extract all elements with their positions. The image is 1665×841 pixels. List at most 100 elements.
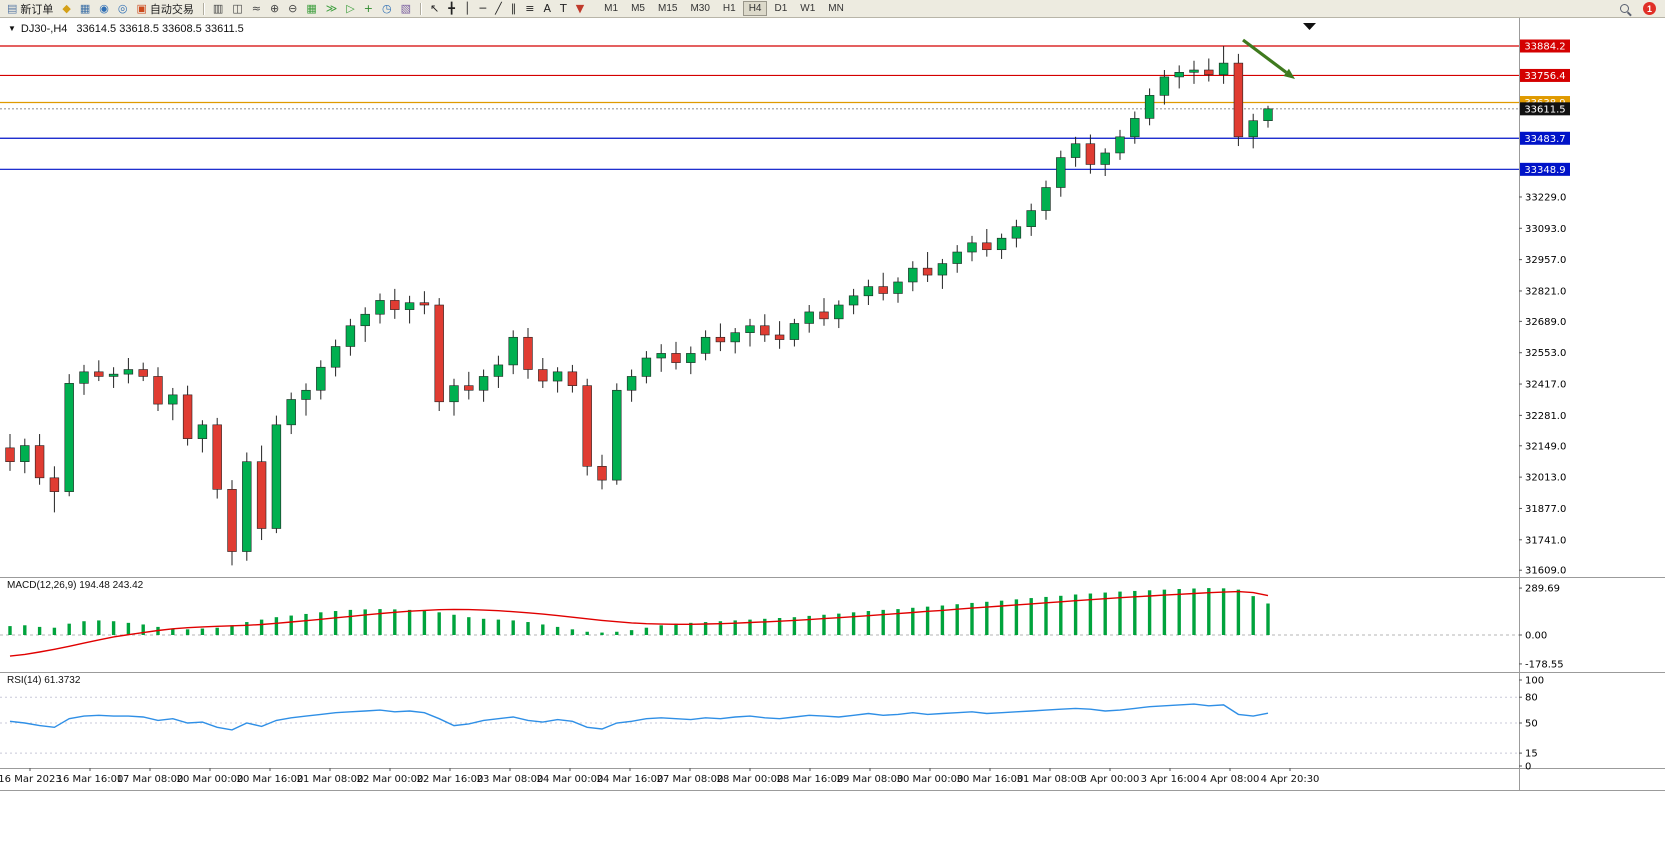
svg-text:20 Mar 16:00: 20 Mar 16:00: [237, 774, 304, 785]
arrows-button[interactable]: ▼: [572, 1, 588, 17]
chart-shift-icon: ▷: [346, 2, 355, 15]
text-button[interactable]: A: [539, 1, 555, 17]
price-scale: 33229.0 33093.0 32957.0 32821.0 32689.0 32553…: [1519, 192, 1566, 577]
svg-text:32553.0: 32553.0: [1525, 348, 1566, 359]
templates-button[interactable]: ▧: [397, 1, 415, 17]
candlestick-chart-icon: ◫: [232, 2, 243, 15]
candlestick-series: [5, 46, 1273, 566]
crosshair-icon: ╋: [448, 2, 455, 15]
timeframe-d1-button[interactable]: D1: [768, 1, 793, 16]
price-levels: [0, 45, 1519, 170]
channel-button[interactable]: ∥: [507, 1, 521, 17]
horizontal-line-button[interactable]: ─: [475, 1, 490, 17]
svg-text:16 Mar 2023: 16 Mar 2023: [0, 774, 62, 785]
svg-text:31609.0: 31609.0: [1525, 566, 1566, 577]
candlestick-chart-button[interactable]: ◫: [228, 1, 246, 17]
search-button[interactable]: [1616, 1, 1633, 17]
periods-button[interactable]: ◷: [378, 1, 396, 17]
timeframe-m30-button[interactable]: M30: [684, 1, 715, 16]
timeframe-h1-button[interactable]: H1: [717, 1, 742, 16]
svg-text:0: 0: [1525, 762, 1531, 773]
vertical-line-button[interactable]: │: [460, 1, 475, 17]
line-chart-icon: ≈: [251, 2, 261, 15]
svg-text:289.69: 289.69: [1525, 584, 1560, 595]
rsi-indicator-label: RSI(14) 61.3732: [7, 675, 81, 686]
notification-badge[interactable]: 1: [1643, 2, 1656, 15]
tile-windows-icon: ▦: [306, 2, 317, 15]
svg-text:15: 15: [1525, 749, 1538, 760]
toolbar-separator: [202, 2, 204, 15]
macd-scale: 289.69 0.00 -178.55: [1519, 584, 1564, 670]
templates-icon: ▧: [400, 2, 411, 15]
data-window-button[interactable]: ▦: [76, 1, 94, 17]
trendline-icon: ╱: [495, 2, 502, 15]
new-order-button[interactable]: ▤ 新订单: [3, 1, 57, 17]
indicators-icon: +: [363, 2, 373, 15]
annotation-arrow[interactable]: [1242, 38, 1295, 79]
svg-text:16 Mar 16:00: 16 Mar 16:00: [57, 774, 124, 785]
svg-text:3 Apr 16:00: 3 Apr 16:00: [1141, 774, 1200, 785]
svg-text:4 Apr 20:30: 4 Apr 20:30: [1261, 774, 1320, 785]
svg-text:32417.0: 32417.0: [1525, 380, 1566, 391]
crosshair-button[interactable]: ╋: [444, 1, 459, 17]
svg-text:33483.7: 33483.7: [1524, 134, 1565, 145]
svg-text:32821.0: 32821.0: [1525, 286, 1566, 297]
trendline-button[interactable]: ╱: [491, 1, 506, 17]
svg-text:33884.2: 33884.2: [1524, 42, 1565, 53]
svg-text:33093.0: 33093.0: [1525, 224, 1566, 235]
zoom-out-button[interactable]: ⊖: [284, 1, 301, 17]
toolbar: ▤ 新订单 ◆ ▦ ◉ ◎ ▣ 自动交易 ▥ ◫ ≈ ⊕ ⊖ ▦ ≫ ▷ + ◷ ▧ ↖ ╋ │ ─ ╱ ∥ ≡ A T ▼ M1 M5 M…: [0, 0, 1665, 18]
timeframe-w1-button[interactable]: W1: [794, 1, 821, 16]
bar-chart-button[interactable]: ▥: [209, 1, 227, 17]
cursor-button[interactable]: ↖: [426, 1, 443, 17]
svg-text:-178.55: -178.55: [1525, 659, 1564, 670]
ohlc-values-label: 33614.5 33618.5 33608.5 33611.5: [76, 23, 244, 35]
macd-indicator-label: MACD(12,26,9) 194.48 243.42: [7, 580, 144, 591]
svg-text:22 Mar 00:00: 22 Mar 00:00: [357, 774, 424, 785]
label-button[interactable]: T: [556, 1, 571, 17]
timeframe-mn-button[interactable]: MN: [822, 1, 850, 16]
svg-text:24 Mar 16:00: 24 Mar 16:00: [597, 774, 664, 785]
svg-text:3 Apr 00:00: 3 Apr 00:00: [1081, 774, 1140, 785]
svg-text:28 Mar 00:00: 28 Mar 00:00: [717, 774, 784, 785]
svg-text:80: 80: [1525, 693, 1538, 704]
horizontal-line-icon: ─: [479, 2, 487, 15]
svg-text:23 Mar 08:00: 23 Mar 08:00: [477, 774, 544, 785]
fibonacci-button[interactable]: ≡: [521, 1, 538, 17]
timeframe-m5-button[interactable]: M5: [625, 1, 651, 16]
auto-trading-label: 自动交易: [149, 3, 194, 16]
market-watch-button[interactable]: ◆: [58, 1, 74, 17]
svg-text:22 Mar 16:00: 22 Mar 16:00: [417, 774, 484, 785]
timeframe-m1-button[interactable]: M1: [598, 1, 624, 16]
timeframe-bar: M1 M5 M15 M30 H1 H4 D1 W1 MN: [598, 1, 850, 16]
timeframe-m15-button[interactable]: M15: [652, 1, 683, 16]
zoom-in-button[interactable]: ⊕: [266, 1, 283, 17]
indicators-button[interactable]: +: [360, 1, 377, 17]
terminal-button[interactable]: ◎: [114, 1, 132, 17]
svg-text:27 Mar 08:00: 27 Mar 08:00: [657, 774, 724, 785]
svg-text:30 Mar 16:00: 30 Mar 16:00: [957, 774, 1024, 785]
navigator-button[interactable]: ◉: [95, 1, 113, 17]
panel-separators: [0, 18, 1665, 791]
new-order-icon: ▤: [7, 2, 18, 15]
macd-histogram: [8, 588, 1270, 635]
toolbar-icons: ▤ 新订单 ◆ ▦ ◉ ◎ ▣ 自动交易 ▥ ◫ ≈ ⊕ ⊖ ▦ ≫ ▷ + ◷ ▧ ↖ ╋ │ ─ ╱ ∥ ≡ A T ▼: [3, 0, 588, 17]
svg-text:17 Mar 08:00: 17 Mar 08:00: [117, 774, 184, 785]
svg-text:31 Mar 08:00: 31 Mar 08:00: [1017, 774, 1084, 785]
chart-shift-marker[interactable]: [1303, 23, 1316, 30]
toolbar-separator: [420, 2, 421, 15]
chart-shift-button[interactable]: ▷: [342, 1, 358, 17]
auto-trading-button[interactable]: ▣ 自动交易: [133, 1, 198, 17]
svg-text:50: 50: [1525, 719, 1538, 730]
new-order-label: 新订单: [20, 3, 54, 16]
line-chart-button[interactable]: ≈: [248, 1, 265, 17]
auto-scroll-button[interactable]: ≫: [322, 1, 342, 17]
svg-text:4 Apr 08:00: 4 Apr 08:00: [1201, 774, 1260, 785]
one-click-trading-toggle[interactable]: ▼: [8, 24, 16, 33]
svg-text:31741.0: 31741.0: [1525, 535, 1566, 546]
timeframe-h4-button[interactable]: H4: [742, 1, 768, 16]
tile-windows-button[interactable]: ▦: [302, 1, 320, 17]
